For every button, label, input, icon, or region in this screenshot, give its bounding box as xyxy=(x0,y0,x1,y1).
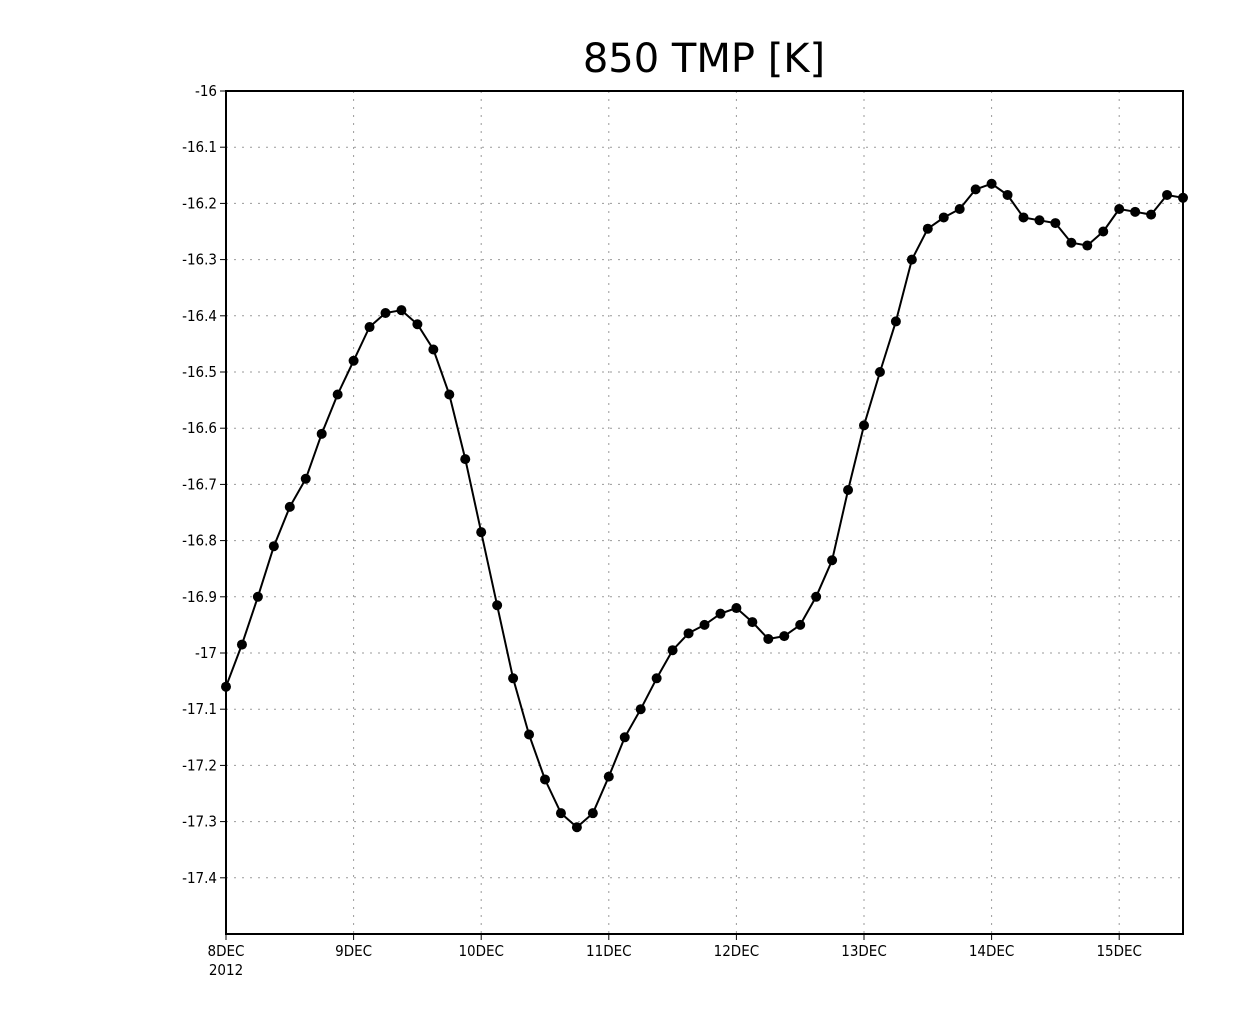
data-point xyxy=(316,428,327,439)
data-point xyxy=(811,591,822,602)
y-tick-label: -17.2 xyxy=(182,756,217,774)
data-point xyxy=(492,600,503,611)
y-tick-label: -17 xyxy=(195,644,217,662)
data-point xyxy=(859,420,869,431)
data-point xyxy=(731,603,742,614)
data-point xyxy=(1146,209,1157,220)
data-point xyxy=(922,223,933,234)
data-point xyxy=(779,631,790,642)
x-year-label: 2012 xyxy=(209,961,243,979)
x-tick-label: 12DEC xyxy=(714,942,760,960)
data-point xyxy=(587,808,598,819)
data-point xyxy=(1034,215,1045,226)
x-tick-label: 9DEC xyxy=(335,942,372,960)
data-point xyxy=(954,204,965,215)
data-point xyxy=(252,591,263,602)
data-point xyxy=(555,808,566,819)
y-tick-label: -16.2 xyxy=(182,194,217,212)
data-point xyxy=(236,639,247,650)
y-tick-label: -17.1 xyxy=(182,700,217,718)
y-tick-label: -16.4 xyxy=(182,307,217,325)
data-point xyxy=(1050,218,1061,229)
data-point xyxy=(938,212,949,223)
data-point xyxy=(412,319,423,330)
data-point xyxy=(524,729,535,740)
data-point xyxy=(1002,189,1013,200)
y-tick-label: -16 xyxy=(195,82,217,100)
data-point xyxy=(380,307,391,318)
y-tick-label: -17.4 xyxy=(182,869,217,887)
data-point xyxy=(986,178,997,189)
data-point xyxy=(874,367,885,377)
data-point xyxy=(348,355,359,366)
data-point xyxy=(699,619,710,630)
y-tick-label: -16.7 xyxy=(182,475,217,493)
data-point xyxy=(747,617,758,628)
data-point xyxy=(284,501,295,512)
y-tick-label: -16.9 xyxy=(182,588,217,606)
data-point xyxy=(1066,237,1077,248)
chart-title: 850 TMP [K] xyxy=(583,36,825,82)
data-point xyxy=(364,322,375,333)
data-point xyxy=(603,771,614,782)
x-tick-label: 15DEC xyxy=(1096,942,1142,960)
x-tick-label: 14DEC xyxy=(969,942,1015,960)
data-point xyxy=(444,389,455,400)
series-line xyxy=(225,182,1184,829)
x-tick-label: 10DEC xyxy=(458,942,504,960)
data-point xyxy=(619,732,630,743)
data-point xyxy=(396,305,407,316)
data-point xyxy=(1082,240,1093,251)
data-point xyxy=(667,645,678,656)
data-point xyxy=(1018,212,1029,223)
plot-frame xyxy=(225,90,1184,935)
y-tick-label: -16.6 xyxy=(182,419,217,437)
data-point xyxy=(540,774,550,785)
data-point xyxy=(890,316,901,327)
y-tick-label: -16.1 xyxy=(182,138,217,156)
data-point xyxy=(332,389,343,400)
data-point xyxy=(1114,204,1125,215)
y-tick-label: -17.3 xyxy=(182,813,217,831)
axes: -16 -16.1 -16.2 -16.3 -16.4 -16.5 -16.6 -16.7 -1… xyxy=(182,82,1142,979)
series xyxy=(221,178,1188,833)
data-point xyxy=(715,608,726,619)
data-point xyxy=(476,527,487,538)
y-tick-label: -16.3 xyxy=(182,251,217,269)
data-point xyxy=(268,541,279,552)
y-tick-label: -16.8 xyxy=(182,532,217,550)
data-point xyxy=(571,822,582,833)
data-point xyxy=(763,633,774,644)
y-tick-label: -16.5 xyxy=(182,363,217,381)
data-point xyxy=(300,473,311,484)
x-tick-label: 8DEC xyxy=(208,942,245,960)
data-point xyxy=(970,184,981,195)
data-point xyxy=(843,485,854,496)
data-point xyxy=(508,673,519,684)
data-point xyxy=(651,673,662,684)
data-point xyxy=(827,555,838,566)
data-point xyxy=(795,619,806,630)
x-tick-label: 13DEC xyxy=(841,942,887,960)
data-point xyxy=(428,344,439,355)
data-point xyxy=(1162,189,1173,200)
data-point xyxy=(683,628,694,639)
data-point xyxy=(635,704,646,715)
data-point xyxy=(1130,206,1141,217)
data-point xyxy=(1098,226,1109,237)
x-tick-label: 11DEC xyxy=(586,942,632,960)
data-point xyxy=(460,454,471,465)
data-point xyxy=(906,254,917,265)
